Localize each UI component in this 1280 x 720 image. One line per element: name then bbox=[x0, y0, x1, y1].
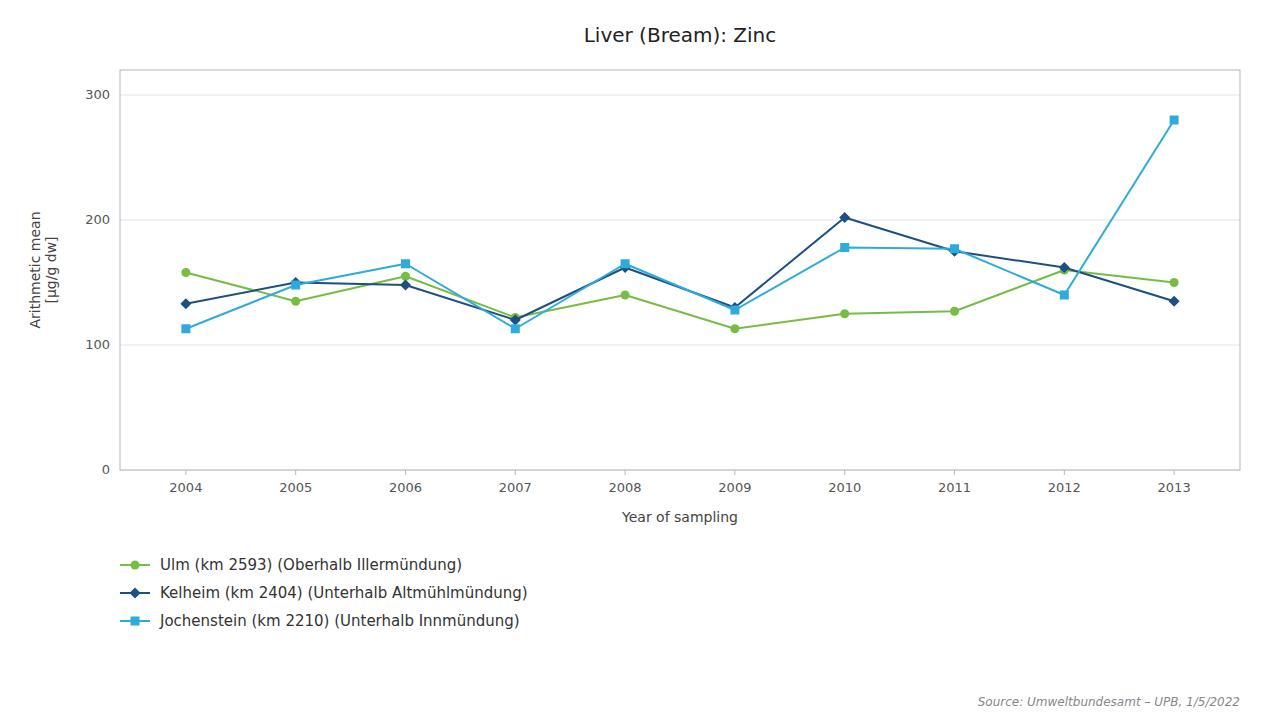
x-tick-label: 2012 bbox=[1048, 480, 1081, 495]
series bbox=[180, 212, 1179, 326]
grid bbox=[120, 95, 1240, 470]
point bbox=[291, 297, 300, 306]
point bbox=[181, 324, 190, 333]
legend-marker bbox=[131, 617, 140, 626]
x-tick bbox=[1064, 470, 1065, 475]
x-tick bbox=[954, 470, 955, 475]
point bbox=[510, 315, 521, 326]
point bbox=[840, 309, 849, 318]
point bbox=[621, 259, 630, 268]
x-tick-label: 2009 bbox=[718, 480, 751, 495]
grid-line bbox=[120, 220, 1240, 221]
legend-item: Kelheim (km 2404) (Unterhalb Altmühlmünd… bbox=[120, 584, 528, 602]
point bbox=[1170, 278, 1179, 287]
x-tick bbox=[185, 470, 186, 475]
legend-label: Ulm (km 2593) (Oberhalb Illermündung) bbox=[160, 556, 462, 574]
point bbox=[1060, 291, 1069, 300]
point bbox=[950, 244, 959, 253]
legend: Ulm (km 2593) (Oberhalb Illermündung) Kel… bbox=[120, 556, 528, 630]
grid-line bbox=[120, 95, 1240, 96]
y-axis-label-line: Arithmetic mean bbox=[27, 211, 43, 328]
x-tick-label: 2011 bbox=[938, 480, 971, 495]
x-tick-label: 2007 bbox=[499, 480, 532, 495]
point bbox=[400, 280, 411, 291]
legend-label: Kelheim (km 2404) (Unterhalb Altmühlmünd… bbox=[160, 584, 528, 602]
point bbox=[730, 324, 739, 333]
point bbox=[839, 212, 850, 223]
point bbox=[401, 259, 410, 268]
legend-marker bbox=[130, 588, 141, 599]
y-axis-label-line: [µg/g dw] bbox=[43, 236, 59, 303]
legend-label: Jochenstein (km 2210) (Unterhalb Innmünd… bbox=[159, 612, 520, 630]
point bbox=[401, 272, 410, 281]
legend-marker bbox=[131, 561, 140, 570]
x-tick bbox=[844, 470, 845, 475]
y-tick-label: 0 bbox=[102, 462, 110, 477]
point bbox=[1170, 116, 1179, 125]
x-tick bbox=[734, 470, 735, 475]
title: Liver (Bream): Zinc bbox=[584, 23, 777, 47]
point bbox=[291, 281, 300, 290]
x-tick-label: 2010 bbox=[828, 480, 861, 495]
x-tick bbox=[1174, 470, 1175, 475]
x-tick bbox=[295, 470, 296, 475]
point bbox=[181, 268, 190, 277]
plot-frame bbox=[120, 70, 1240, 470]
legend-item: Jochenstein (km 2210) (Unterhalb Innmünd… bbox=[120, 612, 520, 630]
point bbox=[180, 298, 191, 309]
series-line bbox=[186, 120, 1174, 329]
point bbox=[840, 243, 849, 252]
y-tick-label: 300 bbox=[85, 87, 110, 102]
y-axis-label: Arithmetic mean[µg/g dw] bbox=[27, 211, 60, 328]
x-axis-label: Year of sampling bbox=[621, 509, 738, 525]
point bbox=[1059, 262, 1070, 273]
y-tick-label: 200 bbox=[85, 212, 110, 227]
point bbox=[950, 307, 959, 316]
x-tick-label: 2004 bbox=[169, 480, 202, 495]
series bbox=[181, 266, 1178, 334]
x-tick-label: 2005 bbox=[279, 480, 312, 495]
x-tick-label: 2006 bbox=[389, 480, 422, 495]
x-tick bbox=[405, 470, 406, 475]
legend-item: Ulm (km 2593) (Oberhalb Illermündung) bbox=[120, 556, 462, 574]
grid-line bbox=[120, 345, 1240, 346]
point bbox=[730, 306, 739, 315]
point bbox=[511, 324, 520, 333]
x-tick-label: 2013 bbox=[1158, 480, 1191, 495]
x-tick-label: 2008 bbox=[609, 480, 642, 495]
point bbox=[1169, 296, 1180, 307]
chart: 0 100 200 300 2004 2005 2006 2007 2008 2009 2010 20… bbox=[0, 0, 1280, 720]
plot-data bbox=[180, 116, 1179, 334]
y-tick-label: 100 bbox=[85, 337, 110, 352]
x-tick bbox=[625, 470, 626, 475]
series-line bbox=[186, 218, 1174, 321]
source-note: Source: Umweltbundesamt – UPB, 1/5/2022 bbox=[978, 695, 1240, 709]
page: {"chart_data": { "type": "line", "title"… bbox=[0, 0, 1280, 720]
series bbox=[181, 116, 1178, 334]
x-tick bbox=[515, 470, 516, 475]
point bbox=[621, 291, 630, 300]
